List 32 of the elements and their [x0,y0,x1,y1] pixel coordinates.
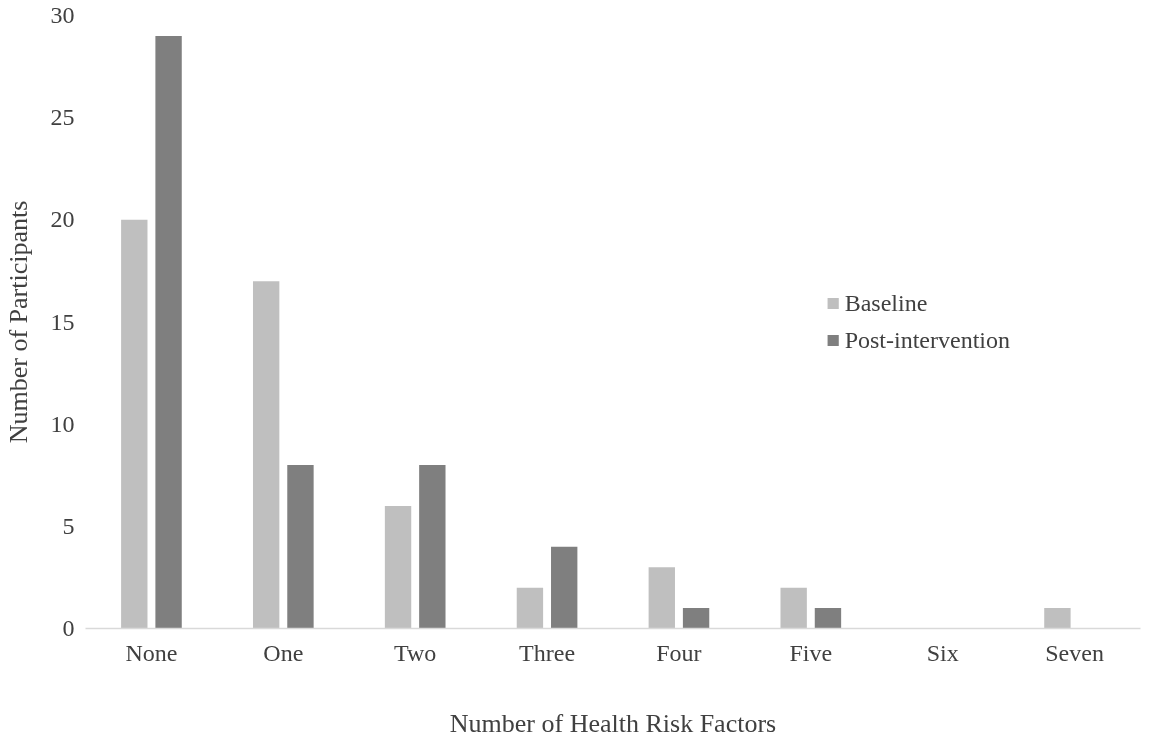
y-tick-label: 5 [62,512,75,539]
x-tick-label: Four [656,639,702,666]
legend-label: Baseline [844,289,928,317]
x-axis-title: Number of Health Risk Factors [449,708,777,738]
x-tick-label: Three [519,639,576,666]
y-axis-title: Number of Participants [3,200,33,444]
bar [516,587,544,629]
y-tick-label: 20 [50,206,75,233]
bar [780,587,807,629]
bar [121,219,148,629]
bar [384,505,412,629]
bar [419,465,446,629]
x-tick-label: Five [789,639,833,666]
x-tick-label: Two [394,639,437,666]
bar [155,35,182,629]
bar [648,567,675,629]
bar [252,281,280,629]
bar [682,608,710,629]
x-tick-label: None [125,639,178,666]
y-tick-label: 15 [50,308,75,335]
y-tick-label: 25 [50,104,75,131]
bar [814,608,842,629]
x-tick-label: Six [926,639,959,666]
bar [551,546,578,629]
y-tick-label: 0 [62,615,75,641]
bar [287,465,314,629]
x-tick-label: One [263,639,304,666]
x-tick-label: Seven [1045,639,1104,666]
y-tick-label: 10 [50,410,75,437]
bar [1044,608,1071,629]
y-tick-label: 30 [50,2,75,28]
legend-label: Post-intervention [844,326,1010,354]
